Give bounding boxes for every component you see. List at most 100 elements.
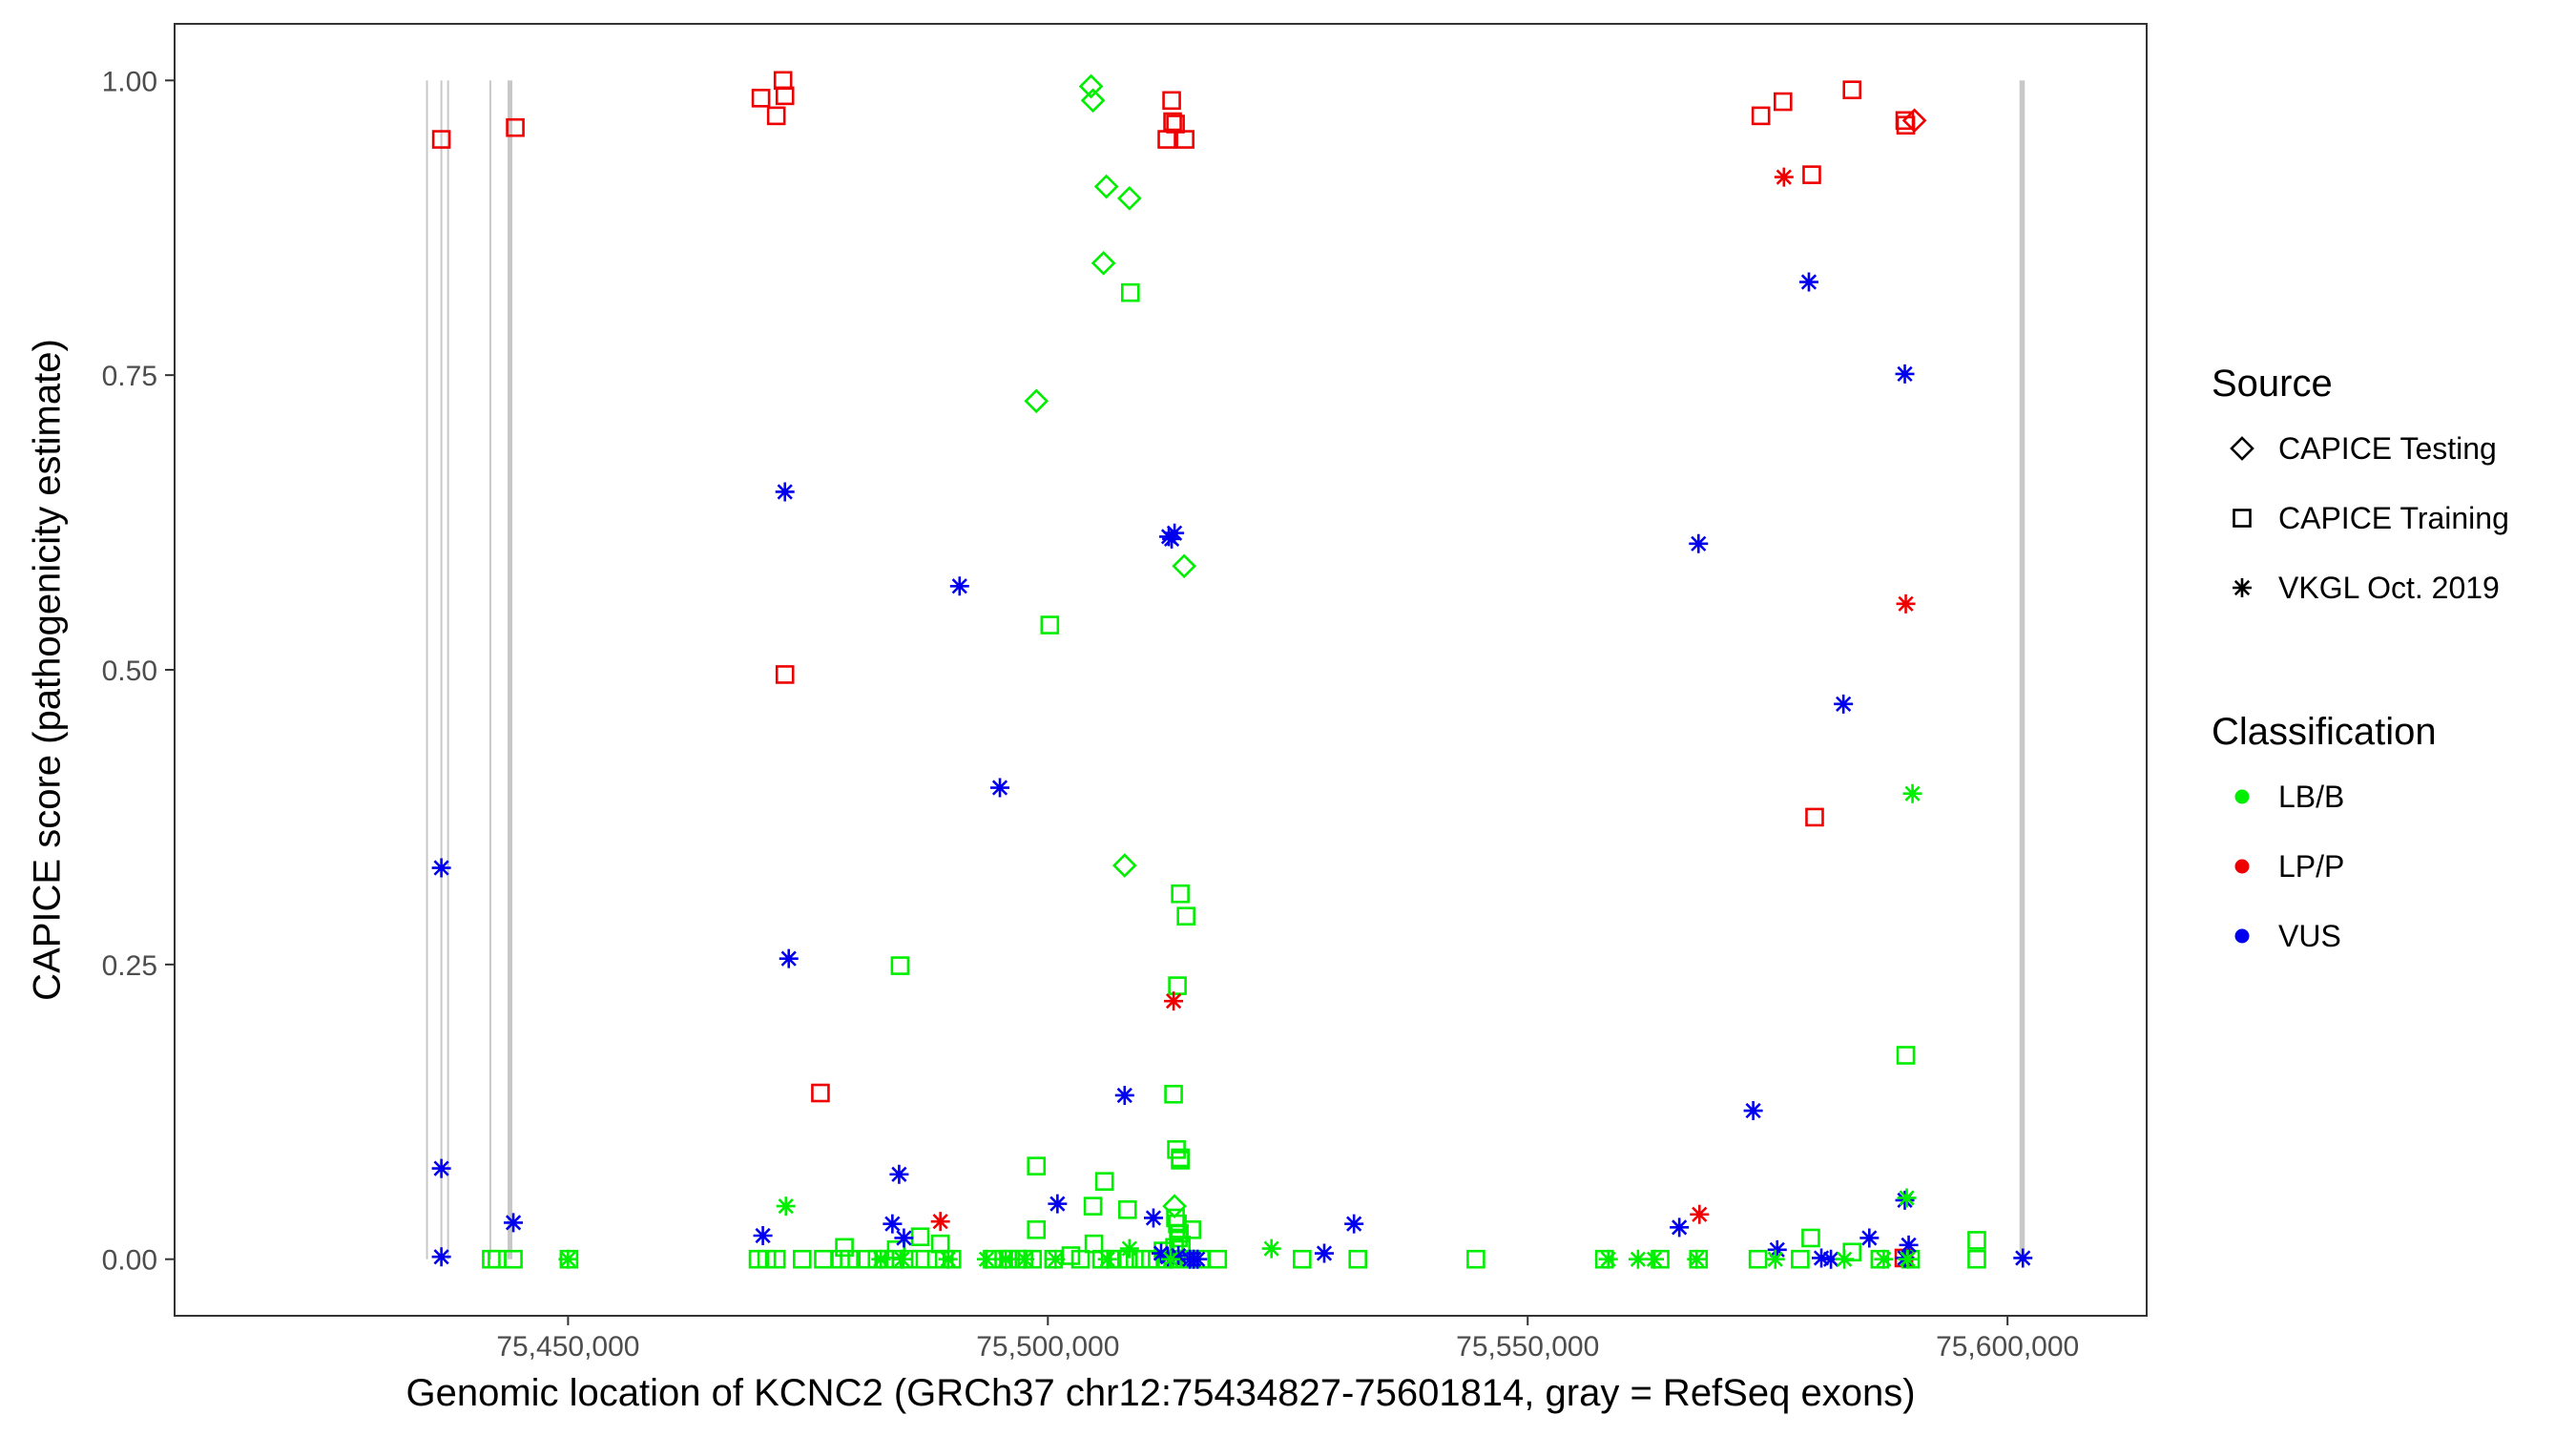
data-point [1967,1249,1986,1269]
axis-layer: 75,450,000 75,500,000 75,550,000 75,600,000… [102,66,2080,1363]
data-point [751,89,771,108]
data-point [894,1228,914,1248]
data-point [1169,1245,1189,1265]
data-point [1344,1214,1364,1234]
legend-group: Classification LB/B LP/P VUS [2212,711,2437,953]
data-point [1171,1151,1190,1170]
data-point [1027,1156,1047,1176]
data-point [938,1249,958,1269]
data-point [1598,1249,1618,1269]
data-point [431,1247,451,1267]
data-point [1751,106,1771,126]
data-point [949,576,969,596]
data-point [775,482,795,502]
data-point [1690,1204,1710,1224]
data-point [1774,167,1794,187]
data-point [1143,1208,1163,1228]
data-point [1157,130,1176,149]
data-point [1046,1249,1066,1269]
legend-label: CAPICE Training [2278,501,2509,535]
data-point [1161,1249,1181,1269]
data-point [1208,1249,1228,1269]
y-axis-title: CAPICE score (pathogenicity estimate) [27,339,69,1001]
data-point [1015,1249,1035,1269]
data-point [840,1249,859,1269]
exon-layer [426,80,2025,1259]
data-point [1168,976,1187,995]
legend-label: LP/P [2278,849,2344,884]
data-point [753,1225,773,1245]
data-point [558,1249,578,1269]
x-axis-title: Genomic location of KCNC2 (GRCh37 chr12:… [405,1372,1915,1414]
legend: Source CAPICE Testing CAPICE Training VKGL … [2212,363,2509,953]
data-point [504,1249,523,1269]
exon-band [447,80,449,1259]
data-point [1791,1249,1810,1269]
data-point [1027,1220,1047,1239]
exon-band [488,80,491,1259]
data-point [1078,73,1104,99]
data-point [793,1249,812,1269]
data-point [766,1249,786,1269]
data-point [766,106,786,126]
data-point [431,858,451,878]
data-point [431,130,451,149]
data-point [2013,1248,2033,1268]
data-point [1172,553,1196,579]
data-point [1152,1243,1171,1263]
data-point [1967,1231,1986,1250]
data-point [1261,1238,1281,1259]
data-point [930,1212,950,1232]
data-point [1773,92,1793,112]
data-point [504,1213,524,1233]
data-point [1132,1249,1151,1269]
data-point [1899,1235,1919,1255]
data-point [1114,1085,1134,1105]
data-point [1834,694,1854,714]
data-point [889,1164,909,1184]
data-point [1162,91,1181,111]
legend-key [2230,436,2254,461]
data-point [811,1083,830,1103]
data-point [1164,1084,1183,1104]
data-point [1902,783,1922,803]
x-tick-label: 75,550,000 [1456,1331,1599,1363]
data-point [1165,523,1185,543]
data-point [1628,1249,1648,1269]
data-point [1111,853,1137,878]
data-point [996,1249,1016,1269]
legend-label: VUS [2278,919,2341,953]
legend-group: Source CAPICE Testing CAPICE Training VKGL … [2212,363,2509,605]
data-point [1188,1249,1208,1269]
data-point [1842,80,1862,99]
data-point [1348,1249,1367,1269]
data-point [776,1197,796,1217]
legend-title: Source [2212,363,2333,405]
data-point [506,117,525,137]
data-point [1024,388,1049,414]
x-tick-label: 75,600,000 [1936,1331,2079,1363]
x-tick-label: 75,500,000 [976,1331,1119,1363]
data-point [886,1240,906,1259]
data-point [835,1238,854,1258]
data-point [1315,1243,1334,1263]
data-point [976,1249,996,1269]
exon-band [440,80,443,1259]
data-point [1083,1197,1103,1216]
legend-key [2233,578,2252,597]
data-point [757,1249,777,1269]
data-point [990,778,1010,798]
data-point [1097,1249,1117,1269]
data-point [1798,272,1818,292]
legend-key [2234,928,2250,944]
point-layer [431,71,2033,1269]
data-point [1094,1172,1114,1191]
data-point [1645,1249,1664,1269]
data-point [1896,593,1916,614]
data-point [1743,1101,1763,1121]
legend-label: CAPICE Testing [2278,431,2497,466]
data-point [1163,112,1182,132]
data-point [1805,807,1824,827]
data-point [871,1249,891,1269]
